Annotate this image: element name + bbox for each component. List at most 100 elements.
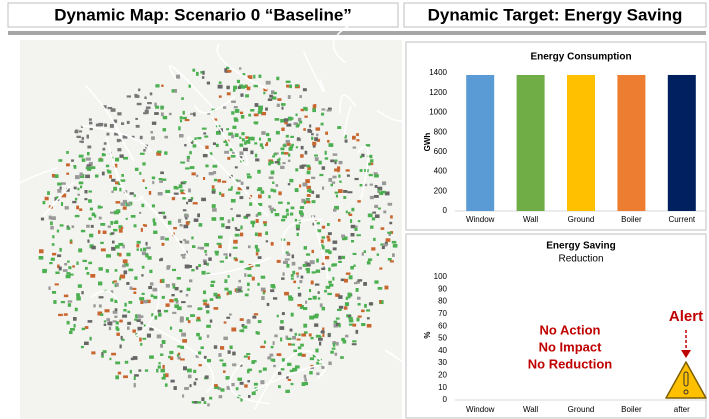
building bbox=[139, 152, 145, 155]
building bbox=[290, 277, 294, 280]
building bbox=[306, 170, 311, 175]
building bbox=[134, 318, 138, 321]
road bbox=[187, 136, 269, 217]
building bbox=[286, 263, 290, 268]
building bbox=[251, 360, 255, 364]
building bbox=[80, 185, 83, 189]
building bbox=[171, 89, 176, 93]
building bbox=[321, 262, 325, 265]
building bbox=[249, 202, 253, 206]
building bbox=[209, 298, 214, 301]
building bbox=[223, 321, 227, 324]
building bbox=[363, 282, 367, 286]
building bbox=[218, 235, 223, 239]
building bbox=[195, 266, 199, 270]
building bbox=[215, 143, 219, 148]
building bbox=[217, 293, 221, 297]
building bbox=[355, 225, 358, 229]
building bbox=[49, 262, 53, 265]
building bbox=[168, 112, 172, 116]
building bbox=[221, 193, 225, 197]
building bbox=[294, 188, 299, 193]
building bbox=[387, 202, 393, 206]
y-tick-label: 1200 bbox=[429, 88, 447, 97]
building bbox=[219, 260, 225, 263]
building bbox=[374, 214, 380, 219]
building bbox=[170, 379, 175, 383]
building bbox=[242, 73, 246, 76]
building bbox=[290, 135, 294, 138]
building bbox=[180, 161, 185, 164]
building bbox=[247, 288, 250, 291]
building bbox=[303, 246, 307, 250]
building bbox=[103, 323, 107, 326]
building bbox=[66, 272, 71, 275]
building bbox=[66, 172, 70, 175]
building bbox=[387, 258, 392, 261]
building bbox=[223, 253, 228, 256]
building bbox=[50, 257, 55, 261]
header: Dynamic Target: Energy Saving bbox=[428, 5, 683, 24]
building bbox=[281, 312, 285, 316]
building bbox=[337, 166, 341, 171]
building bbox=[76, 296, 81, 301]
building bbox=[224, 150, 229, 154]
building bbox=[231, 134, 235, 139]
building bbox=[299, 95, 303, 99]
building bbox=[287, 362, 292, 366]
building bbox=[120, 202, 126, 206]
building bbox=[102, 230, 107, 234]
building bbox=[374, 204, 379, 209]
building bbox=[121, 122, 125, 125]
annotation: No Impact bbox=[539, 339, 603, 354]
building bbox=[77, 187, 80, 191]
building bbox=[253, 382, 258, 386]
building bbox=[104, 123, 108, 127]
building bbox=[328, 267, 331, 272]
building bbox=[300, 212, 304, 217]
building bbox=[352, 135, 356, 140]
building bbox=[227, 219, 231, 224]
building bbox=[276, 103, 280, 107]
building bbox=[207, 112, 211, 115]
building bbox=[223, 106, 227, 109]
x-tick-label: Boiler bbox=[621, 215, 642, 224]
x-tick-label: Boiler bbox=[621, 405, 642, 414]
building bbox=[303, 323, 308, 328]
building bbox=[91, 166, 96, 170]
building bbox=[316, 229, 322, 233]
building bbox=[297, 117, 302, 122]
building bbox=[204, 375, 209, 379]
building bbox=[310, 280, 314, 285]
building bbox=[119, 154, 124, 158]
building bbox=[293, 122, 298, 126]
building bbox=[306, 262, 311, 267]
building bbox=[260, 190, 265, 194]
building bbox=[332, 240, 338, 244]
building bbox=[359, 155, 363, 159]
building bbox=[151, 176, 156, 180]
building bbox=[128, 301, 133, 304]
building bbox=[94, 214, 97, 218]
building bbox=[324, 157, 329, 160]
road bbox=[206, 256, 271, 276]
building bbox=[300, 145, 304, 150]
building bbox=[87, 152, 90, 156]
building bbox=[172, 311, 177, 314]
building bbox=[123, 270, 128, 275]
building bbox=[211, 108, 215, 112]
building bbox=[325, 256, 330, 260]
building bbox=[58, 159, 63, 162]
building bbox=[40, 217, 45, 221]
building bbox=[309, 357, 315, 361]
building bbox=[140, 227, 143, 232]
building bbox=[154, 315, 158, 320]
building bbox=[345, 169, 350, 172]
building bbox=[149, 92, 153, 96]
building bbox=[75, 175, 80, 180]
building bbox=[257, 111, 263, 114]
building bbox=[248, 136, 253, 141]
building bbox=[172, 268, 176, 272]
building bbox=[332, 247, 337, 251]
building bbox=[327, 139, 330, 143]
